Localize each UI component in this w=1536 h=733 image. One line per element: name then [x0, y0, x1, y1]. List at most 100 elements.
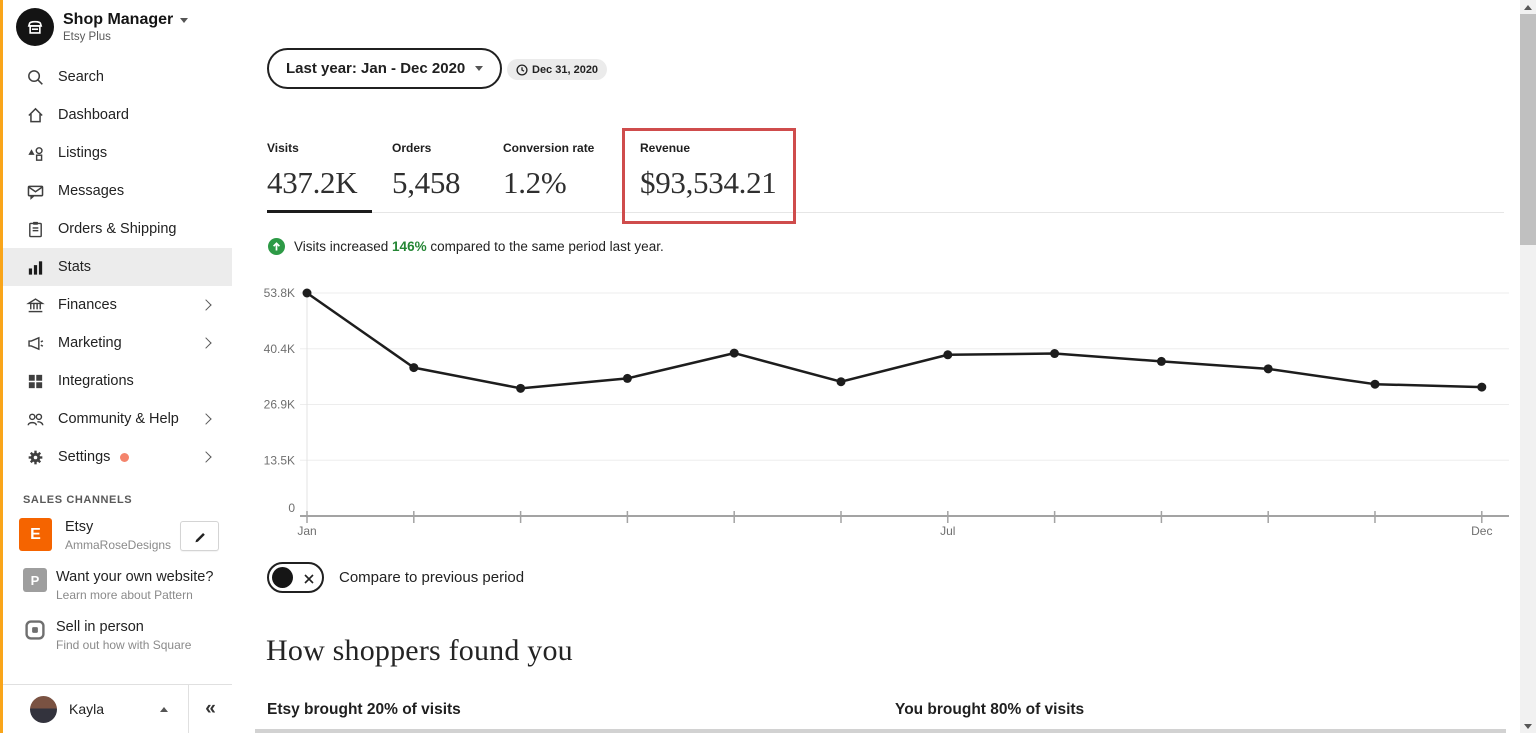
your-visits-share: You brought 80% of visits — [895, 701, 1085, 718]
compare-toggle-row: Compare to previous period — [267, 562, 524, 593]
sidebar-footer: Kayla « — [3, 684, 232, 733]
sidebar-item-label: Marketing — [58, 335, 122, 351]
channel-subtitle: Learn more about Pattern — [56, 588, 193, 602]
channel-title: Etsy — [65, 519, 94, 535]
stats-divider — [267, 212, 1504, 213]
svg-text:13.5K: 13.5K — [264, 453, 295, 467]
insight-prefix: Visits increased — [294, 239, 393, 254]
envelope-icon — [25, 181, 45, 201]
stat-revenue[interactable]: Revenue $93,534.21 — [640, 141, 777, 201]
arrow-down-icon — [1524, 723, 1532, 729]
channel-square[interactable]: Sell in person Find out how with Square — [3, 618, 232, 652]
stat-value: $93,534.21 — [640, 165, 777, 200]
channel-subtitle: AmmaRoseDesigns — [65, 538, 172, 552]
chevron-right-icon — [200, 299, 212, 311]
shapes-icon — [25, 143, 45, 163]
arrow-up-circle-icon — [268, 238, 285, 255]
sidebar-item-integrations[interactable]: Integrations — [3, 362, 232, 400]
gear-icon — [25, 447, 45, 467]
compare-toggle-label: Compare to previous period — [339, 569, 525, 586]
arrow-up-icon — [1524, 4, 1532, 10]
stat-label: Revenue — [640, 141, 691, 155]
revenue-highlight-box — [622, 128, 796, 224]
chevron-down-icon — [180, 17, 189, 23]
etsy-storefront-logo-icon — [16, 8, 54, 46]
stat-orders[interactable]: Orders 5,458 — [392, 141, 461, 201]
insight-message: Visits increased 146% compared to the sa… — [268, 238, 664, 255]
sidebar-item-marketing[interactable]: Marketing — [3, 324, 232, 362]
etsy-visits-share: Etsy brought 20% of visits — [267, 701, 461, 718]
user-name: Kayla — [69, 701, 105, 717]
sidebar-item-community-help[interactable]: Community & Help — [3, 400, 232, 438]
compare-toggle[interactable] — [267, 562, 324, 593]
sidebar-item-orders-shipping[interactable]: Orders & Shipping — [3, 210, 232, 248]
sidebar-item-search[interactable]: Search — [3, 58, 232, 96]
stat-visits[interactable]: Visits 437.2K — [267, 141, 358, 201]
app-subtitle: Etsy Plus — [63, 31, 111, 43]
stats-page: Last year: Jan - Dec 2020 Dec 31, 2020 V… — [232, 0, 1520, 733]
sidebar-item-stats[interactable]: Stats — [3, 248, 232, 286]
stat-label: Conversion rate — [503, 141, 595, 155]
chevron-right-icon — [200, 413, 212, 425]
scrollbar-thumb[interactable] — [1520, 14, 1536, 245]
svg-text:Dec: Dec — [1471, 524, 1492, 538]
svg-text:53.8K: 53.8K — [264, 286, 295, 300]
channel-title: Want your own website? — [56, 569, 214, 585]
user-menu[interactable]: Kayla — [3, 685, 188, 733]
stat-label: Visits — [267, 141, 299, 155]
svg-text:40.4K: 40.4K — [264, 342, 295, 356]
chevron-right-icon — [200, 337, 212, 349]
chevron-up-icon — [160, 706, 168, 712]
section-heading: How shoppers found you — [266, 634, 573, 667]
svg-text:Jul: Jul — [940, 524, 955, 538]
chevron-down-icon — [475, 66, 484, 71]
sidebar-item-label: Listings — [58, 145, 108, 161]
grid-icon — [25, 371, 45, 391]
bar-chart-icon — [25, 257, 45, 277]
app-title: Shop Manager — [63, 11, 174, 28]
sidebar: Shop Manager Etsy Plus Search Das — [3, 0, 232, 733]
vertical-scrollbar[interactable] — [1520, 0, 1536, 733]
date-range-selector[interactable]: Last year: Jan - Dec 2020 — [267, 48, 503, 89]
sidebar-item-finances[interactable]: Finances — [3, 286, 232, 324]
collapse-sidebar-button[interactable]: « — [188, 685, 232, 733]
channel-pattern[interactable]: P Want your own website? Learn more abou… — [3, 568, 232, 602]
sidebar-item-settings[interactable]: Settings — [3, 438, 232, 476]
insight-suffix: compared to the same period last year. — [426, 239, 664, 254]
scroll-down-button[interactable] — [1520, 719, 1536, 733]
avatar — [30, 695, 57, 723]
shop-manager-header[interactable]: Shop Manager Etsy Plus — [3, 0, 232, 58]
search-icon — [25, 67, 45, 87]
svg-text:Jan: Jan — [297, 524, 316, 538]
channel-etsy[interactable]: E Etsy AmmaRoseDesigns — [3, 518, 232, 552]
pattern-channel-badge: P — [23, 568, 47, 592]
stat-conversion-rate[interactable]: Conversion rate 1.2% — [503, 141, 594, 201]
sidebar-item-listings[interactable]: Listings — [3, 134, 232, 172]
pencil-icon — [194, 532, 205, 543]
svg-text:0: 0 — [288, 501, 295, 515]
stat-label: Orders — [392, 141, 432, 155]
sidebar-item-dashboard[interactable]: Dashboard — [3, 96, 232, 134]
active-stat-underline — [267, 210, 372, 213]
channel-subtitle: Find out how with Square — [56, 638, 192, 652]
date-range-label: Last year: Jan - Dec 2020 — [286, 60, 466, 77]
sidebar-item-label: Search — [58, 69, 104, 85]
chevron-right-icon — [200, 451, 212, 463]
stat-value: 437.2K — [267, 165, 358, 200]
svg-text:26.9K: 26.9K — [264, 398, 295, 412]
data-updated-badge: Dec 31, 2020 — [507, 59, 608, 80]
scroll-up-button[interactable] — [1520, 0, 1536, 14]
edit-shop-button[interactable] — [180, 521, 219, 551]
left-edge-stripe — [0, 0, 3, 733]
sidebar-item-label: Community & Help — [58, 411, 179, 427]
sidebar-nav: Search Dashboard Listings — [3, 58, 232, 476]
stat-value: 5,458 — [392, 165, 461, 200]
sidebar-item-messages[interactable]: Messages — [3, 172, 232, 210]
megaphone-icon — [25, 333, 45, 353]
sidebar-item-label: Messages — [58, 183, 125, 199]
toggle-knob — [272, 567, 293, 588]
sales-channels-heading: SALES CHANNELS — [23, 494, 133, 506]
sidebar-item-label: Integrations — [58, 373, 134, 389]
